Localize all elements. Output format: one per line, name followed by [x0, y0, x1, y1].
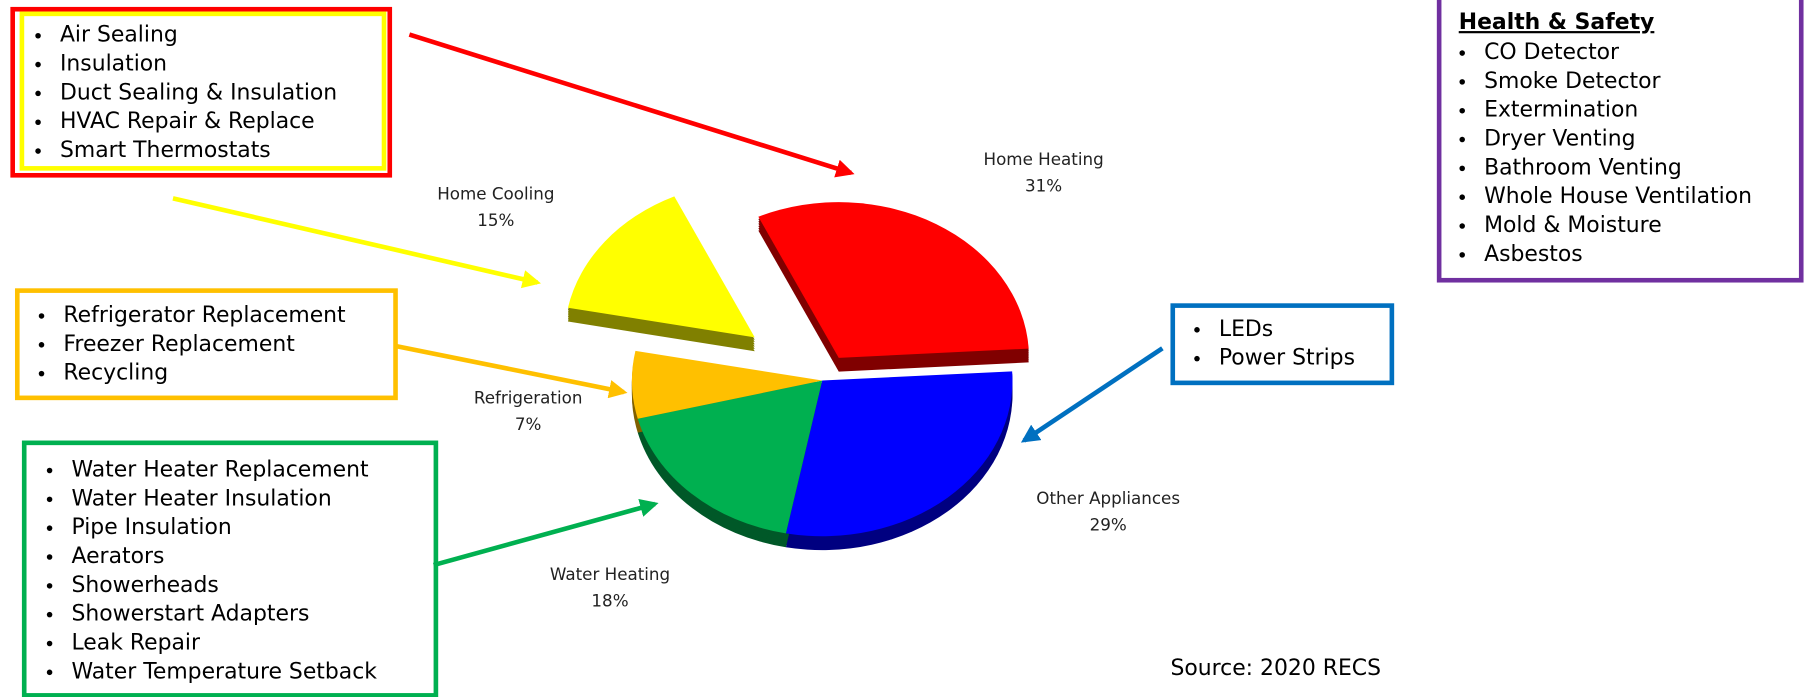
- bullet: [46, 611, 53, 618]
- bullet: [46, 467, 53, 474]
- bullet: [35, 90, 41, 97]
- bullet: [38, 313, 45, 319]
- callout-box-inner: [19, 11, 387, 171]
- slice-value: 31%: [1025, 175, 1062, 195]
- bullet: [46, 496, 53, 503]
- callout-item: Smoke Detector: [1484, 69, 1660, 94]
- slice-label: Water Heating: [550, 564, 670, 584]
- callout-box: [1170, 303, 1395, 386]
- bullet: [1459, 165, 1465, 172]
- callout-item: Whole House Ventilation: [1484, 184, 1752, 209]
- callout-item: Showerheads: [71, 573, 218, 598]
- bullet: [1459, 252, 1465, 258]
- callout-item: Refrigerator Replacement: [63, 303, 346, 328]
- callout-item: Extermination: [1484, 98, 1638, 123]
- slice: [567, 196, 755, 338]
- bullet: [46, 583, 53, 589]
- slice-label: Refrigeration: [474, 388, 583, 408]
- callout-box: [1436, 0, 1804, 283]
- callout-item: Water Temperature Setback: [71, 659, 377, 684]
- slice-label: Home Cooling: [437, 183, 554, 203]
- slice: [637, 380, 823, 534]
- bullet: [1459, 79, 1465, 85]
- callout-item: CO Detector: [1484, 40, 1619, 65]
- bullet: [1459, 194, 1465, 200]
- callout-item: HVAC Repair & Replace: [60, 109, 315, 134]
- bullet: [1459, 107, 1465, 114]
- bullet: [35, 119, 41, 126]
- callout-boxes: [10, 0, 1804, 697]
- slice-value: 29%: [1090, 514, 1127, 534]
- arrow: [172, 196, 541, 289]
- callout-item: Water Heater Insulation: [71, 486, 331, 511]
- bullet: [46, 525, 53, 531]
- bullet: [46, 554, 53, 560]
- callout-item: Freezer Replacement: [63, 332, 295, 357]
- callout-texts: Air Sealing Insulation Duct Sealing & Insu…: [35, 10, 1752, 684]
- callout-item: LEDs: [1219, 317, 1273, 342]
- callout-item: Smart Thermostats: [60, 138, 271, 163]
- arrow: [1020, 346, 1164, 443]
- callout-item: Duct Sealing & Insulation: [60, 80, 337, 105]
- callout-box: [21, 440, 439, 697]
- bullet: [38, 342, 45, 348]
- slice-label: Home Heating: [984, 149, 1104, 169]
- bullet: [46, 669, 53, 676]
- bullet: [1194, 355, 1200, 362]
- arrow: [408, 32, 855, 178]
- bullet: [1459, 136, 1465, 143]
- slice-label: Other Appliances: [1036, 488, 1180, 508]
- bullet: [1459, 223, 1465, 229]
- slice: [785, 371, 1013, 537]
- bullet: [35, 32, 41, 39]
- callout-item: Air Sealing: [60, 23, 178, 48]
- arrows: [172, 32, 1164, 568]
- callout-heading: Health & Safety: [1459, 10, 1655, 35]
- slice-value: 18%: [591, 590, 628, 610]
- callout-item: Leak Repair: [71, 630, 200, 655]
- bullet: [1194, 327, 1200, 333]
- callout-item: Insulation: [60, 52, 167, 77]
- bullet: [1459, 50, 1465, 56]
- callout-item: Water Heater Replacement: [71, 458, 368, 483]
- callout-item: Showerstart Adapters: [71, 602, 309, 627]
- bullet: [46, 640, 53, 647]
- bullet: [35, 61, 41, 68]
- callout-item: Pipe Insulation: [71, 515, 231, 540]
- bullet: [35, 148, 41, 154]
- arrow: [432, 498, 659, 568]
- callout-item: Bathroom Venting: [1484, 155, 1682, 180]
- slice-value: 15%: [477, 210, 514, 230]
- callout-box: [14, 288, 398, 401]
- callout-item: Aerators: [71, 544, 164, 569]
- callout-item: Power Strips: [1219, 346, 1355, 371]
- slice: [758, 202, 1029, 358]
- callout-item: Asbestos: [1484, 242, 1583, 267]
- arrow: [395, 343, 628, 399]
- source: Source: 2020 RECS: [1170, 656, 1381, 681]
- callout-item: Dryer Venting: [1484, 127, 1635, 152]
- slice: [631, 350, 823, 419]
- slice-value: 7%: [515, 414, 542, 434]
- bullet: [38, 370, 45, 377]
- callout-box: [10, 6, 393, 178]
- pie: Home Heating 31% Other Appliances 29% Water …: [437, 149, 1180, 611]
- callout-item: Mold & Moisture: [1484, 213, 1662, 238]
- callout-item: Recycling: [63, 361, 168, 386]
